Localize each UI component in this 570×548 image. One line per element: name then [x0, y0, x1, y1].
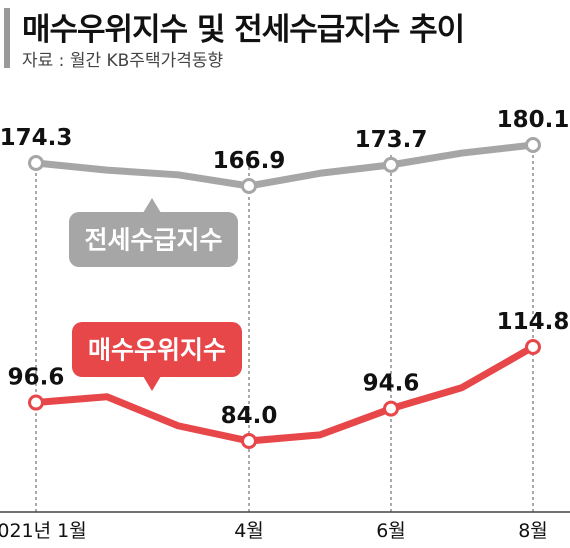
jeonse-data-label: 180.1 [497, 107, 570, 133]
maesu-data-label: 96.6 [8, 365, 65, 391]
jeonse-legend: 전세수급지수 [69, 198, 238, 267]
title-accent-bar [4, 8, 10, 68]
jeonse-legend-label: 전세수급지수 [84, 226, 222, 255]
maesu-point [28, 394, 44, 411]
jeonse-point [241, 178, 257, 194]
jeonse-point [525, 137, 541, 153]
maesu-point [383, 400, 399, 417]
maesu-legend-pointer [143, 376, 161, 391]
maesu-legend: 매수우위지수 [72, 322, 242, 391]
jeonse-data-label: 166.9 [213, 148, 286, 174]
x-tick-label: 8월 [518, 520, 548, 542]
jeonse-data-label: 174.3 [0, 125, 72, 151]
x-tick-label: 6월 [376, 520, 406, 542]
chart-title: 매수우위지수 및 전세수급지수 추이 [22, 12, 465, 48]
jeonse-legend-pointer [143, 198, 161, 213]
jeonse-point [383, 156, 399, 173]
maesu-point [525, 339, 541, 355]
jeonse-data-label: 173.7 [355, 127, 428, 153]
maesu-legend-box [72, 322, 242, 377]
maesu-data-label: 114.8 [497, 309, 570, 335]
jeonse-series-line [32, 141, 537, 190]
maesu-data-label: 84.0 [221, 403, 278, 429]
maesu-legend-label: 매수우위지수 [88, 336, 226, 365]
x-tick-label: 2021년 1월 [0, 520, 87, 542]
jeonse-legend-box [69, 212, 238, 267]
source-note: 자료 : 월간 KB주택가격동향 [22, 51, 224, 71]
x-tick-label: 4월 [234, 520, 264, 542]
maesu-series-line [32, 343, 537, 445]
jeonse-point [28, 155, 44, 172]
maesu-data-label: 94.6 [363, 371, 420, 397]
maesu-point [241, 433, 257, 449]
